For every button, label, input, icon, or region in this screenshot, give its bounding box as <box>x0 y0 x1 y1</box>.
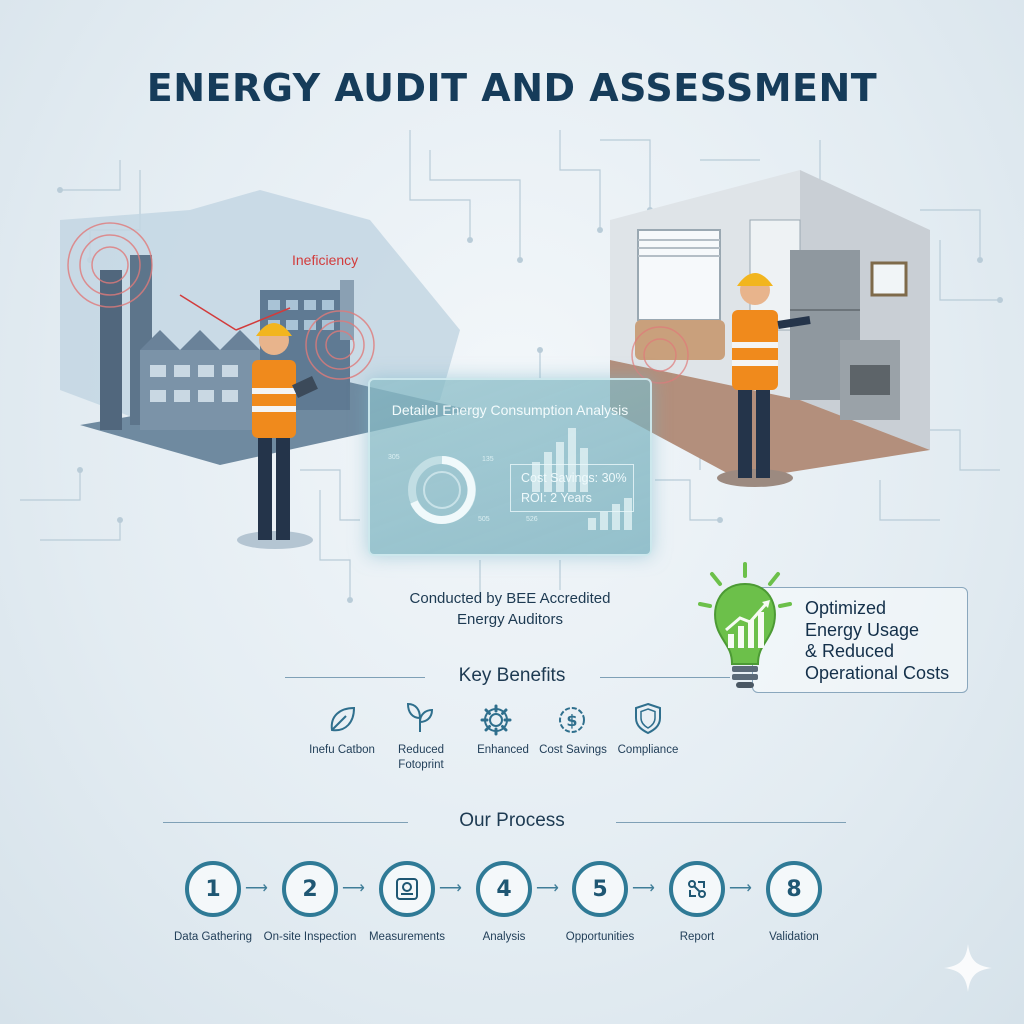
leaf-icon <box>330 706 356 732</box>
process-step-badge: 1 <box>185 861 241 917</box>
benefit-label: Inefu Catbon <box>309 744 375 756</box>
inefficiency-annotation: Ineficiency <box>292 252 359 268</box>
bar-chart-icon <box>532 428 632 530</box>
arrow-right-icon: ⟶ <box>439 880 462 897</box>
arrow-right-icon: ⟶ <box>245 880 268 897</box>
process-step-label: On-site Inspection <box>263 931 357 943</box>
arrow-right-icon: ⟶ <box>342 880 365 897</box>
process-step-label: Validation <box>769 931 819 943</box>
process-step-badge: 8 <box>766 861 822 917</box>
lightbulb-icon <box>698 562 792 688</box>
benefit-label: Enhanced <box>477 744 529 756</box>
auditors-note-line2: Energy Auditors <box>457 611 563 628</box>
benefit-label: Cost Savings <box>539 744 607 756</box>
optimized-line2: Energy Usage <box>805 619 920 640</box>
process-step-label: Report <box>679 931 715 943</box>
donut-chart-icon <box>408 456 476 524</box>
arrow-right-icon: ⟶ <box>632 880 655 897</box>
auditors-note-line1: Conducted by BEE Accredited <box>409 590 611 607</box>
dollar-gear-icon: $ <box>559 707 585 733</box>
optimized-line3: & Reduced <box>805 641 895 661</box>
benefit-label: Compliance <box>617 744 679 756</box>
divider <box>616 822 846 823</box>
home-illustration <box>610 170 930 487</box>
benefit-label: Reduced Fotoprint <box>397 744 445 771</box>
shield-icon <box>635 702 661 735</box>
tick-label: 505 <box>478 516 490 523</box>
arrow-right-icon: ⟶ <box>536 880 559 897</box>
process-step-badge: 4 <box>476 861 532 917</box>
meter-icon <box>396 878 418 900</box>
tick-label: 305 <box>388 454 400 461</box>
savings-summary-box: Cost Savings: 30% ROI: 2 Years <box>510 464 634 512</box>
process-step-badge: 5 <box>572 861 628 917</box>
key-benefits-heading: Key Benefits <box>458 665 566 686</box>
analysis-panel: Detailel Energy Consumption Analysis 305… <box>368 378 652 556</box>
svg-text:$: $ <box>566 711 577 730</box>
process-step-label: Opportunities <box>565 931 635 943</box>
process-step-label: Analysis <box>482 931 526 943</box>
tick-label: 526 <box>526 516 538 523</box>
plant-icon <box>406 702 434 732</box>
process-step-badge: 2 <box>282 861 338 917</box>
page-title: ENERGY AUDIT AND ASSESSMENT <box>146 66 878 110</box>
process-step-badge <box>669 861 725 917</box>
auditors-note: Conducted by BEE Accredited Energy Audit… <box>390 588 630 630</box>
sparkle-icon <box>944 944 992 992</box>
analysis-panel-title: Detailel Energy Consumption Analysis <box>391 402 629 418</box>
arrow-right-icon: ⟶ <box>729 880 752 897</box>
process-step-badge <box>379 861 435 917</box>
optimized-line1: Optimized <box>805 598 887 618</box>
divider <box>163 822 408 823</box>
report-icon <box>688 880 706 898</box>
divider <box>285 677 425 678</box>
optimized-line4: Operational Costs <box>805 662 950 683</box>
divider <box>600 677 730 678</box>
process-step-label: Data Gathering <box>174 931 252 943</box>
process-step-label: Measurements <box>368 931 446 943</box>
tick-label: 135 <box>482 456 494 463</box>
gear-icon <box>480 704 512 736</box>
roi-stat: ROI: 2 Years <box>521 491 592 505</box>
cost-savings-stat: Cost Savings: 30% <box>521 471 627 485</box>
optimized-callout-text: Optimized Energy Usage & Reduced Operati… <box>805 598 965 684</box>
our-process-heading: Our Process <box>459 810 565 831</box>
